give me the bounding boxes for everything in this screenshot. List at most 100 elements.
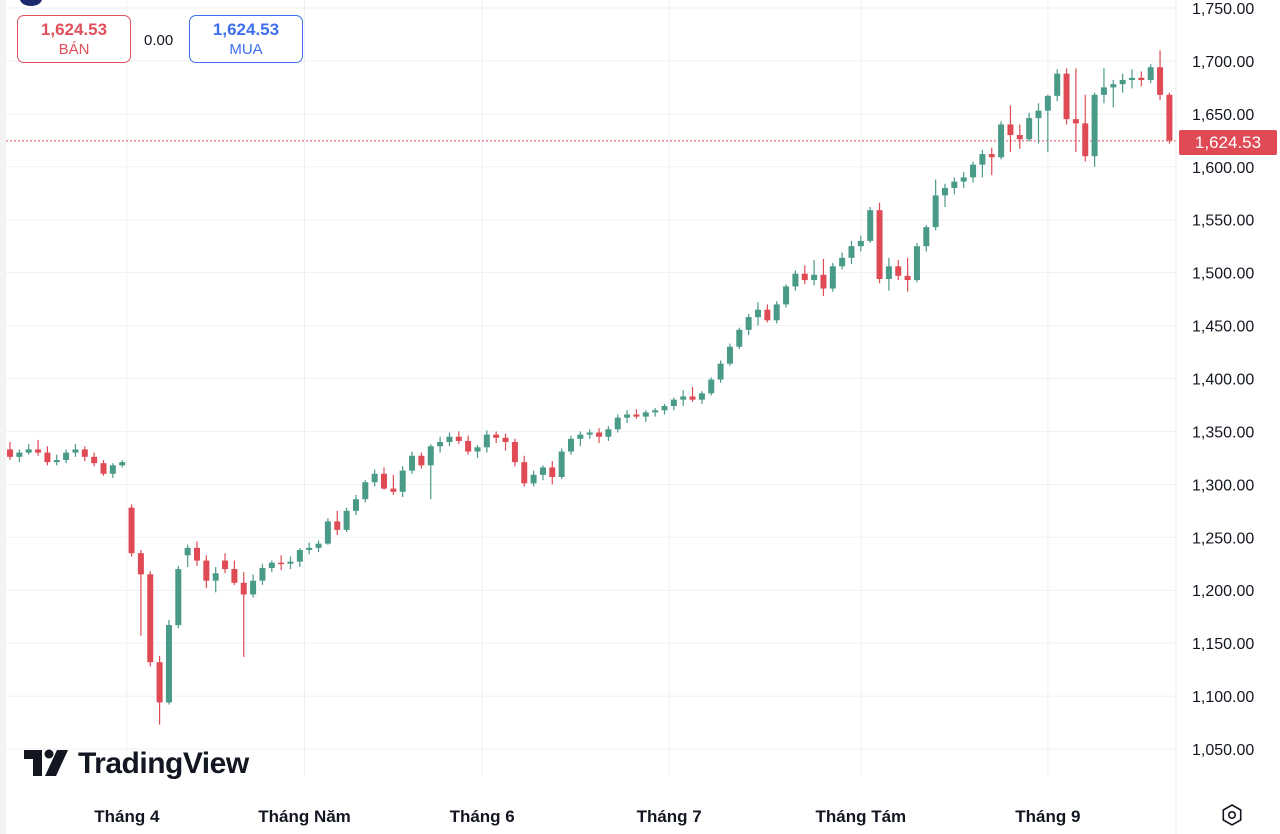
candle-body xyxy=(670,399,677,407)
candle xyxy=(1063,68,1070,125)
candle-body xyxy=(652,410,659,413)
candle xyxy=(175,565,182,629)
candle-body xyxy=(539,467,546,475)
candle xyxy=(390,474,397,495)
candle-body xyxy=(586,432,593,435)
candle xyxy=(577,431,584,447)
candle xyxy=(446,432,453,447)
spread-value: 0.00 xyxy=(144,32,174,49)
candle-body xyxy=(923,227,930,247)
candle-body xyxy=(222,560,229,570)
candle-body xyxy=(35,449,42,453)
candle xyxy=(1082,94,1089,162)
candle-body xyxy=(156,662,163,703)
candle-body xyxy=(1100,87,1107,95)
candle xyxy=(839,252,846,270)
candle-body xyxy=(1157,67,1164,95)
left-panel-edge xyxy=(0,0,6,834)
candle xyxy=(1157,50,1164,101)
candle xyxy=(63,449,70,464)
candle xyxy=(203,555,210,589)
candle-body xyxy=(885,266,892,279)
candle xyxy=(287,556,294,570)
sell-label: BÁN xyxy=(58,41,90,58)
candle-body xyxy=(250,580,257,595)
candle xyxy=(156,655,163,725)
candle-body xyxy=(1138,77,1145,80)
candle xyxy=(1016,124,1023,149)
candle xyxy=(315,540,322,553)
candle xyxy=(437,436,444,453)
candle xyxy=(362,480,369,503)
candle-body xyxy=(175,569,182,626)
candle xyxy=(970,161,977,183)
sell-price: 1,624.53 xyxy=(40,20,108,39)
candle xyxy=(988,147,995,176)
candle xyxy=(352,494,359,516)
candle-body xyxy=(315,543,322,548)
y-tick-label: 1,150.00 xyxy=(1192,636,1254,653)
candle-body xyxy=(1072,119,1079,124)
candle xyxy=(137,549,144,636)
candle xyxy=(979,149,986,178)
candle xyxy=(764,304,771,323)
candle-body xyxy=(1166,94,1173,141)
candle-body xyxy=(857,240,864,247)
candle-body xyxy=(399,470,406,492)
candle xyxy=(717,360,724,383)
y-tick-label: 1,500.00 xyxy=(1192,266,1254,283)
y-tick-label: 1,550.00 xyxy=(1192,213,1254,230)
y-tick-label: 1,200.00 xyxy=(1192,583,1254,600)
candle xyxy=(240,572,247,657)
candle-body xyxy=(446,436,453,443)
candle-body xyxy=(698,393,705,400)
candle-body xyxy=(231,569,238,583)
candle xyxy=(371,469,378,487)
candle-body xyxy=(745,317,752,330)
candle xyxy=(296,547,303,567)
candle xyxy=(1100,68,1107,104)
buy-price: 1,624.53 xyxy=(212,20,280,39)
candle-body xyxy=(801,273,808,281)
candle xyxy=(1035,103,1042,144)
candle xyxy=(502,433,509,451)
candle xyxy=(231,560,238,585)
candle-body xyxy=(212,573,219,581)
y-tick-label: 1,450.00 xyxy=(1192,319,1254,336)
candle-body xyxy=(53,460,60,463)
x-tick-label: Tháng 9 xyxy=(1015,807,1080,826)
candle xyxy=(381,467,387,490)
y-tick-label: 1,400.00 xyxy=(1192,372,1254,389)
candle xyxy=(951,177,958,195)
candle xyxy=(194,541,200,566)
candle-body xyxy=(109,465,116,474)
x-tick-label: Tháng 7 xyxy=(637,807,702,826)
candle-body xyxy=(324,521,331,544)
time-axis: Tháng 4 Tháng Năm Tháng 6 Tháng 7 Tháng Tám T… xyxy=(94,807,1080,826)
buy-button[interactable]: 1,624.53 MUA xyxy=(189,15,303,63)
candle-body xyxy=(81,449,88,457)
candle xyxy=(633,409,640,419)
candle xyxy=(876,202,883,284)
candle-body xyxy=(942,187,948,196)
candle xyxy=(596,428,603,444)
candle xyxy=(268,560,275,573)
symbol-icon xyxy=(20,0,42,6)
sell-button[interactable]: 1,624.53 BÁN xyxy=(17,15,131,63)
candle xyxy=(932,179,939,231)
candle-body xyxy=(1063,73,1070,120)
candle xyxy=(904,257,911,292)
candle-body xyxy=(1035,110,1042,119)
candle-body xyxy=(1147,67,1154,80)
candle-body xyxy=(16,452,23,457)
candle xyxy=(755,302,761,326)
candle-body xyxy=(596,432,603,437)
candle-body xyxy=(287,561,294,564)
candle-body xyxy=(343,510,350,530)
candle-body xyxy=(502,437,509,443)
candle-body xyxy=(811,274,818,281)
candle-body xyxy=(708,379,715,394)
settings-icon[interactable] xyxy=(1220,803,1244,827)
candle xyxy=(418,452,425,469)
